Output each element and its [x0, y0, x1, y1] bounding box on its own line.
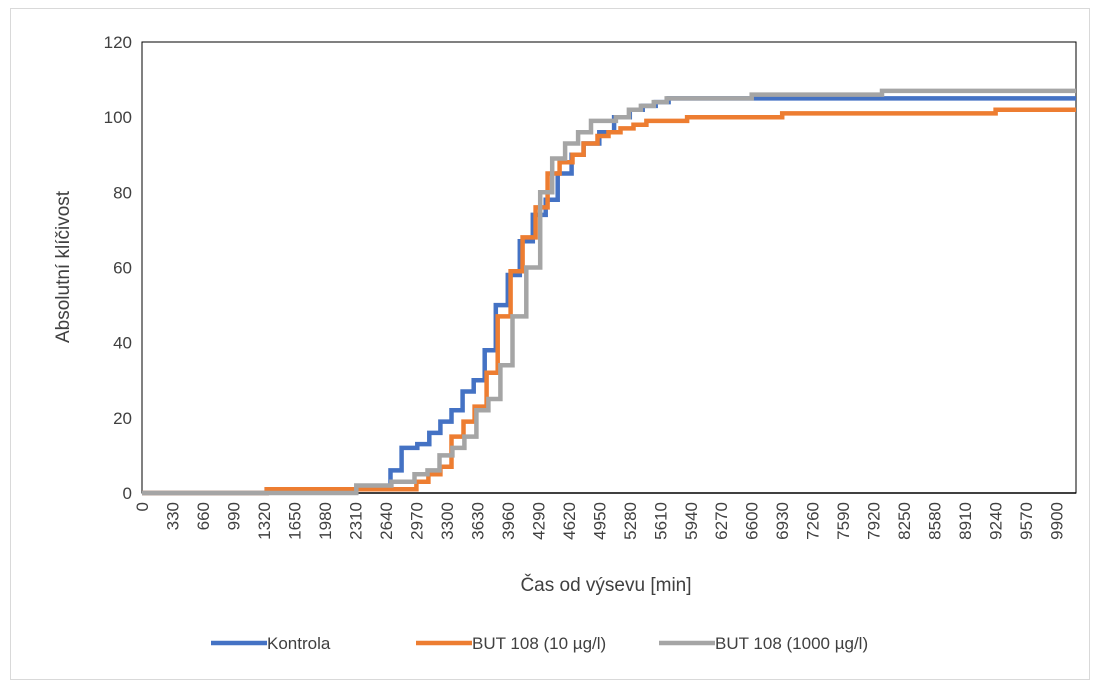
- x-tick-label: 660: [194, 502, 213, 530]
- x-tick-label: 2640: [377, 502, 396, 540]
- y-tick-label: 0: [123, 484, 132, 503]
- x-tick-label: 9240: [987, 502, 1006, 540]
- y-tick-label: 100: [104, 108, 132, 127]
- legend: Kontrola BUT 108 (10 µg/l) BUT 108 (1000 µ…: [211, 634, 868, 653]
- y-tick-label: 60: [113, 259, 132, 278]
- x-tick-label: 9570: [1017, 502, 1036, 540]
- x-tick-label: 5940: [682, 502, 701, 540]
- x-tick-label: 7590: [834, 502, 853, 540]
- x-tick-label: 5610: [651, 502, 670, 540]
- y-axis-tick-labels: 0 20 40 60 80 100 120: [104, 33, 132, 503]
- legend-label-0: Kontrola: [267, 634, 331, 653]
- chart-frame: 0 20 40 60 80 100 120 0 330 660 990 1320 1650 1980 23…: [10, 8, 1090, 680]
- x-tick-label: 2970: [407, 502, 426, 540]
- y-tick-label: 20: [113, 409, 132, 428]
- x-tick-label: 4950: [590, 502, 609, 540]
- x-tick-label: 3630: [468, 502, 487, 540]
- x-tick-label: 8250: [895, 502, 914, 540]
- x-tick-label: 3960: [499, 502, 518, 540]
- x-tick-label: 4290: [529, 502, 548, 540]
- x-tick-label: 0: [133, 502, 152, 511]
- y-axis-title: Absolutní klíčivost: [53, 190, 74, 343]
- y-tick-label: 120: [104, 33, 132, 52]
- x-tick-label: 9900: [1048, 502, 1067, 540]
- x-tick-label: 4620: [560, 502, 579, 540]
- x-tick-label: 7260: [804, 502, 823, 540]
- x-tick-label: 1320: [255, 502, 274, 540]
- x-axis-title: Čas od výsevu [min]: [520, 574, 691, 596]
- x-tick-label: 8580: [926, 502, 945, 540]
- series-lines: [142, 88, 1076, 496]
- x-tick-label: 330: [163, 502, 182, 530]
- y-tick-label: 80: [113, 183, 132, 202]
- series-line-2: [142, 88, 1076, 496]
- x-tick-label: 7920: [865, 502, 884, 540]
- x-tick-label: 990: [224, 502, 243, 530]
- step-line-chart: 0 20 40 60 80 100 120 0 330 660 990 1320 1650 1980 23…: [53, 33, 1077, 653]
- x-tick-label: 3300: [438, 502, 457, 540]
- legend-label-2: BUT 108 (1000 µg/l): [715, 634, 868, 653]
- series-line-0: [142, 96, 1076, 496]
- x-tick-label: 8910: [956, 502, 975, 540]
- y-tick-label: 40: [113, 334, 132, 353]
- legend-label-1: BUT 108 (10 µg/l): [472, 634, 606, 653]
- x-tick-label: 6600: [743, 502, 762, 540]
- series-line-1: [142, 107, 1076, 496]
- x-axis-tick-labels: 0 330 660 990 1320 1650 1980 2310 2640 2970 3300 36…: [133, 502, 1067, 540]
- x-tick-label: 2310: [346, 502, 365, 540]
- x-tick-label: 6270: [712, 502, 731, 540]
- x-tick-label: 1650: [285, 502, 304, 540]
- plot-area-border: [141, 41, 1077, 494]
- x-tick-label: 5280: [621, 502, 640, 540]
- x-tick-label: 6930: [773, 502, 792, 540]
- x-tick-label: 1980: [316, 502, 335, 540]
